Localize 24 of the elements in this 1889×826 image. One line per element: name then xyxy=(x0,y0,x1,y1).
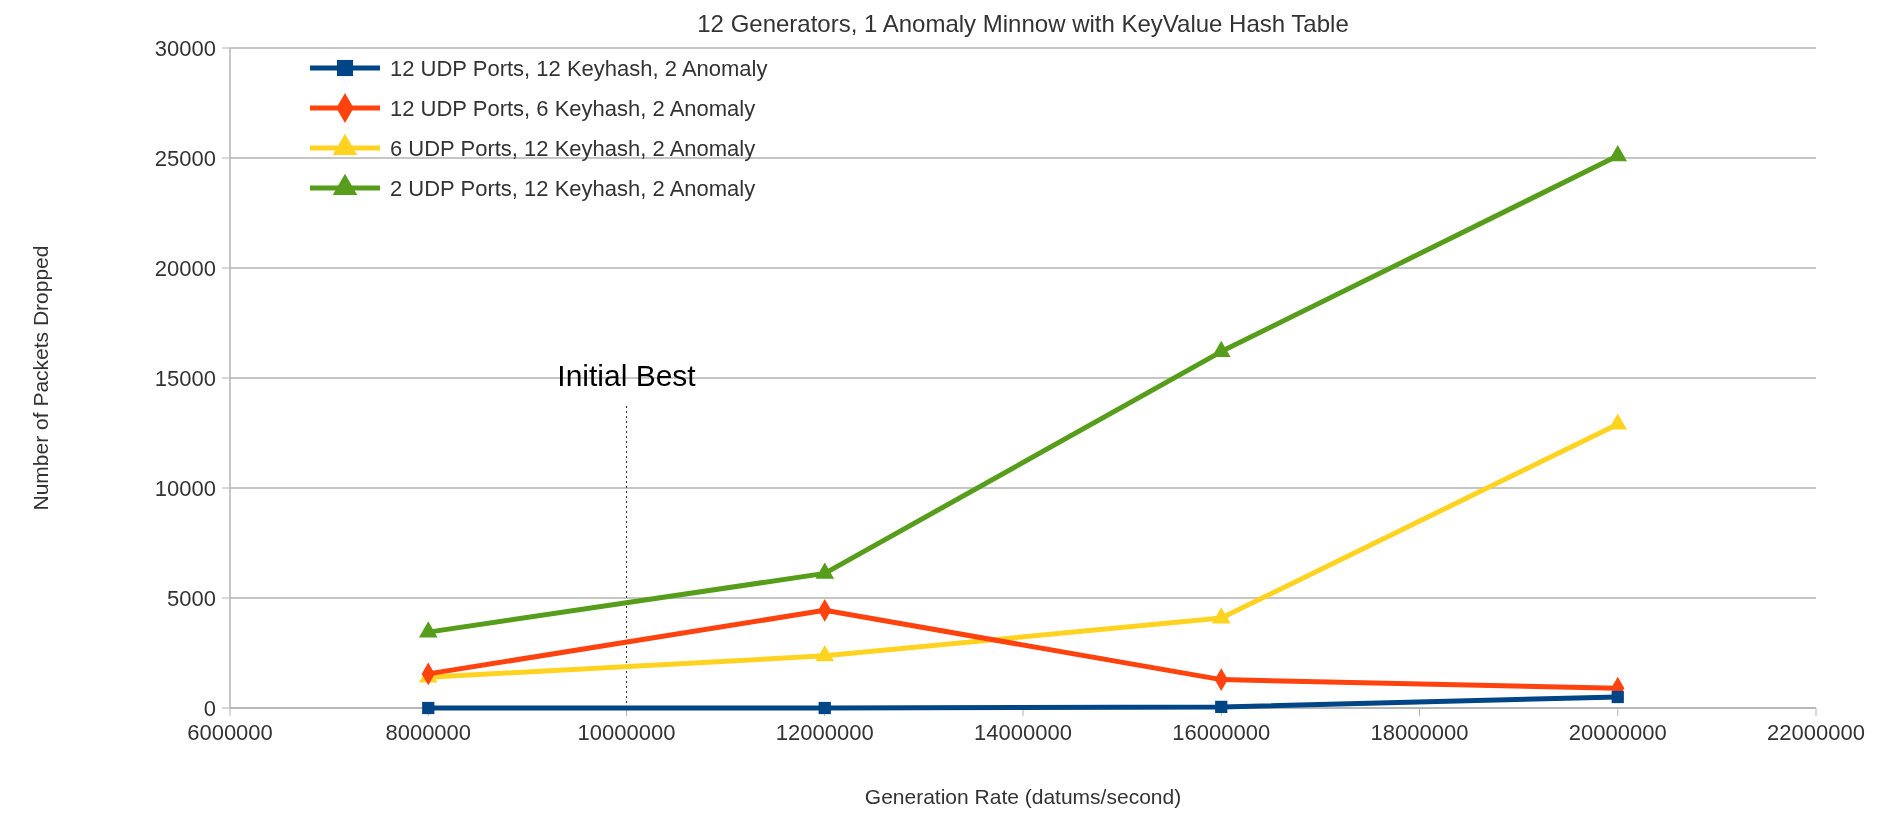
y-tick-label: 30000 xyxy=(154,36,216,61)
y-tick-label: 25000 xyxy=(154,146,216,171)
x-tick-label: 10000000 xyxy=(577,720,676,745)
x-tick-label: 20000000 xyxy=(1568,720,1667,745)
y-tick-label: 10000 xyxy=(154,476,216,501)
x-tick-label: 14000000 xyxy=(974,720,1072,745)
legend-label: 6 UDP Ports, 12 Keyhash, 2 Anomaly xyxy=(390,136,756,161)
y-tick-label: 15000 xyxy=(154,366,216,391)
legend-label: 12 UDP Ports, 6 Keyhash, 2 Anomaly xyxy=(390,96,756,121)
x-axis-title: Generation Rate (datums/second) xyxy=(864,785,1182,808)
x-tick-label: 8000000 xyxy=(385,720,472,745)
x-tick-label: 22000000 xyxy=(1767,720,1865,745)
x-tick-label: 12000000 xyxy=(775,720,874,745)
y-tick-label: 20000 xyxy=(154,256,216,281)
legend-label: 2 UDP Ports, 12 Keyhash, 2 Anomaly xyxy=(390,176,756,201)
y-tick-label: 5000 xyxy=(167,586,216,611)
x-tick-label: 16000000 xyxy=(1172,720,1271,745)
y-axis-title: Number of Packets Dropped xyxy=(29,245,52,511)
ref-line-label: Initial Best xyxy=(557,359,697,393)
chart-title: 12 Generators, 1 Anomaly Minnow with KeyValue Hash Table xyxy=(697,10,1349,37)
x-tick-label: 18000000 xyxy=(1370,720,1469,745)
legend-label: 12 UDP Ports, 12 Keyhash, 2 Anomaly xyxy=(390,56,768,81)
y-tick-label: 0 xyxy=(203,696,216,721)
x-tick-label: 6000000 xyxy=(187,720,273,745)
